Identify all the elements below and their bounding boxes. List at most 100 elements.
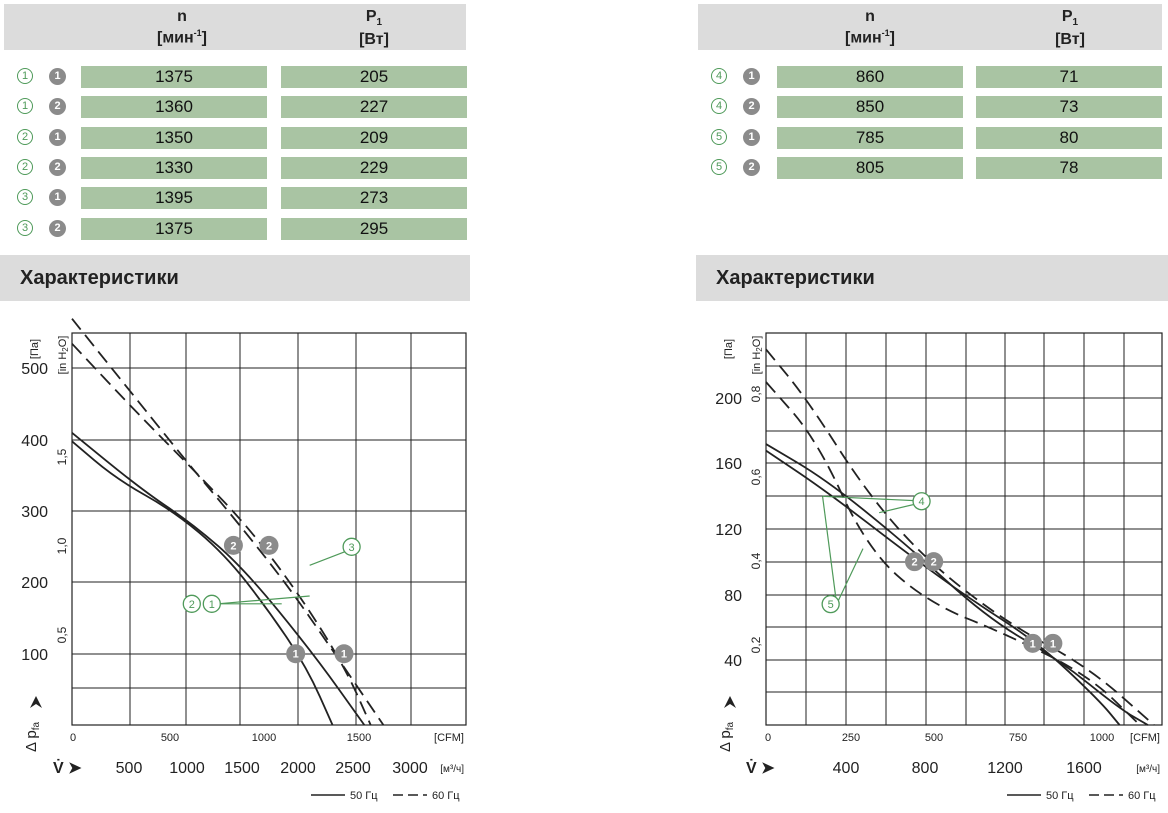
y-unit-pa: [Па] xyxy=(29,339,41,359)
x-tick-label-m3h: 400 xyxy=(833,760,860,777)
x-unit-m3h: [м³/ч] xyxy=(1136,764,1160,775)
y-tick-label-pa: 40 xyxy=(724,653,742,670)
x-tick-label-m3h: 500 xyxy=(116,760,143,777)
table-row: 4 2 850 73 xyxy=(696,96,1166,119)
legend: 50 Гц 60 Гц xyxy=(311,790,460,802)
speed-cell: 805 xyxy=(777,156,963,179)
y-tick-label-inh2o: 0,5 xyxy=(55,626,69,643)
header-p1: P1 [Вт] xyxy=(1055,8,1085,49)
mode-badge: 2 xyxy=(743,98,760,116)
header-n: n [мин-1] xyxy=(844,8,895,47)
y-unit-pa: [Па] xyxy=(723,339,735,359)
y-tick-label-pa: 120 xyxy=(715,522,742,539)
section-characteristics: Характеристики xyxy=(696,255,1168,301)
curve-marker xyxy=(223,535,243,555)
y-tick-label-inh2o: 1,0 xyxy=(55,537,69,554)
curve-number-badge: 5 xyxy=(711,158,727,175)
legend-solid-label: 50 Гц xyxy=(350,790,378,802)
curve-marker xyxy=(924,552,944,572)
curve-marker-label: 2 xyxy=(266,540,272,552)
x-tick-label-cfm: 1000 xyxy=(252,732,276,744)
table-row: 1 1 1375 205 xyxy=(0,66,470,88)
x-tick-label-cfm: 0 xyxy=(765,732,771,744)
curve-marker-label: 1 xyxy=(293,649,299,661)
x-tick-label-m3h: 800 xyxy=(912,760,939,777)
x-tick-label-cfm: 500 xyxy=(925,732,943,744)
right-panel: n [мин-1] P1 [Вт] 4 1 860 71 4 2 850 73 5 1 785 80 5… xyxy=(696,0,1168,813)
legend-solid-label: 50 Гц xyxy=(1046,790,1074,802)
callout-badge xyxy=(912,492,931,511)
speed-cell: 850 xyxy=(777,96,963,119)
curve-number-badge: 3 xyxy=(17,219,33,236)
curve-curve-5-mode-1 xyxy=(765,449,1121,726)
legend-dashed-label: 60 Гц xyxy=(1128,790,1156,802)
callout-line xyxy=(836,548,864,605)
curve-marker xyxy=(1043,633,1063,653)
table-row: 2 2 1330 229 xyxy=(0,156,470,179)
y-axis-label-sub: fa xyxy=(31,722,42,731)
curve-marker xyxy=(259,535,279,555)
callout-badge xyxy=(202,594,221,613)
x-axis-label: V̇ ➤ xyxy=(53,759,82,777)
callouts: 2 1 3 xyxy=(182,537,361,613)
y-unit-inh2o-close: O] xyxy=(57,336,69,348)
callout-line xyxy=(217,595,310,605)
callout-badge-label: 5 xyxy=(828,599,834,611)
curve-curve-1-2-mode-2 xyxy=(71,343,372,726)
mode-badge: 1 xyxy=(743,128,760,146)
speed-cell: 1375 xyxy=(81,66,267,88)
x-tick-label-cfm: 0 xyxy=(70,732,76,744)
table-row: 4 1 860 71 xyxy=(696,66,1166,88)
y-tick-label-inh2o: 0,4 xyxy=(749,552,763,569)
callout-badge xyxy=(821,594,840,614)
curve-number-badge: 4 xyxy=(711,98,727,115)
x-tick-label-m3h: 1000 xyxy=(169,760,205,777)
header-n: n [мин-1] xyxy=(156,8,207,47)
curve-marker xyxy=(1023,633,1043,653)
x-tick-label-cfm: 250 xyxy=(842,732,860,744)
callout-badge xyxy=(182,594,201,613)
header-p1: P1 [Вт] xyxy=(359,8,389,49)
y-tick-label-pa: 100 xyxy=(21,647,48,664)
mode-badge: 1 xyxy=(49,128,66,146)
x-tick-label-cfm: 1500 xyxy=(347,732,371,744)
y-tick-label-pa: 80 xyxy=(724,588,742,605)
curve-curve-3-mode-1 xyxy=(71,432,366,726)
table-row: 5 2 805 78 xyxy=(696,156,1166,179)
y-tick-label-pa: 300 xyxy=(21,504,48,521)
curve-number-badge: 2 xyxy=(17,128,33,145)
mode-badge: 1 xyxy=(49,189,66,207)
speed-cell: 1330 xyxy=(81,156,267,179)
y-tick-label-pa: 160 xyxy=(715,456,742,473)
section-characteristics: Характеристики xyxy=(0,255,470,301)
curve-number-badge: 1 xyxy=(17,98,33,115)
y-axis-label: Δ pfa xyxy=(717,722,736,752)
curve-marker-label: 1 xyxy=(341,649,347,661)
curve-number-badge: 4 xyxy=(711,68,727,84)
y-tick-label-pa: 200 xyxy=(21,575,48,592)
curve-marker xyxy=(334,644,354,664)
x-unit-m3h: [м³/ч] xyxy=(440,764,464,775)
x-tick-label-cfm: 500 xyxy=(161,732,179,744)
power-cell: 227 xyxy=(281,96,467,119)
y-axis-arrow-icon xyxy=(724,696,736,708)
callout-badge-label: 2 xyxy=(189,599,195,611)
y-axis-label-sub: fa xyxy=(725,722,736,731)
power-cell: 205 xyxy=(281,66,467,88)
plot-frame xyxy=(71,332,467,726)
curve-marker-label: 2 xyxy=(911,557,917,569)
curve-number-badge: 2 xyxy=(17,158,33,175)
x-tick-label-m3h: 1600 xyxy=(1066,760,1102,777)
legend: 50 Гц 60 Гц xyxy=(1007,790,1156,802)
callout-badge-label: 1 xyxy=(209,599,215,611)
y-tick-label-inh2o: 0,8 xyxy=(749,385,763,402)
speed-cell: 1375 xyxy=(81,217,267,240)
power-cell: 273 xyxy=(281,187,467,210)
y-tick-label-inh2o: 1,5 xyxy=(55,448,69,465)
curves xyxy=(71,318,385,726)
speed-cell: 1350 xyxy=(81,126,267,149)
x-tick-label-cfm: 750 xyxy=(1009,732,1027,744)
y-unit-inh2o: [in H2O] xyxy=(57,336,70,375)
x-tick-label-m3h: 2500 xyxy=(335,760,371,777)
left-panel: n [мин-1] P1 [Вт] 1 1 1375 205 1 2 1360 227 2 1 13… xyxy=(0,0,470,813)
